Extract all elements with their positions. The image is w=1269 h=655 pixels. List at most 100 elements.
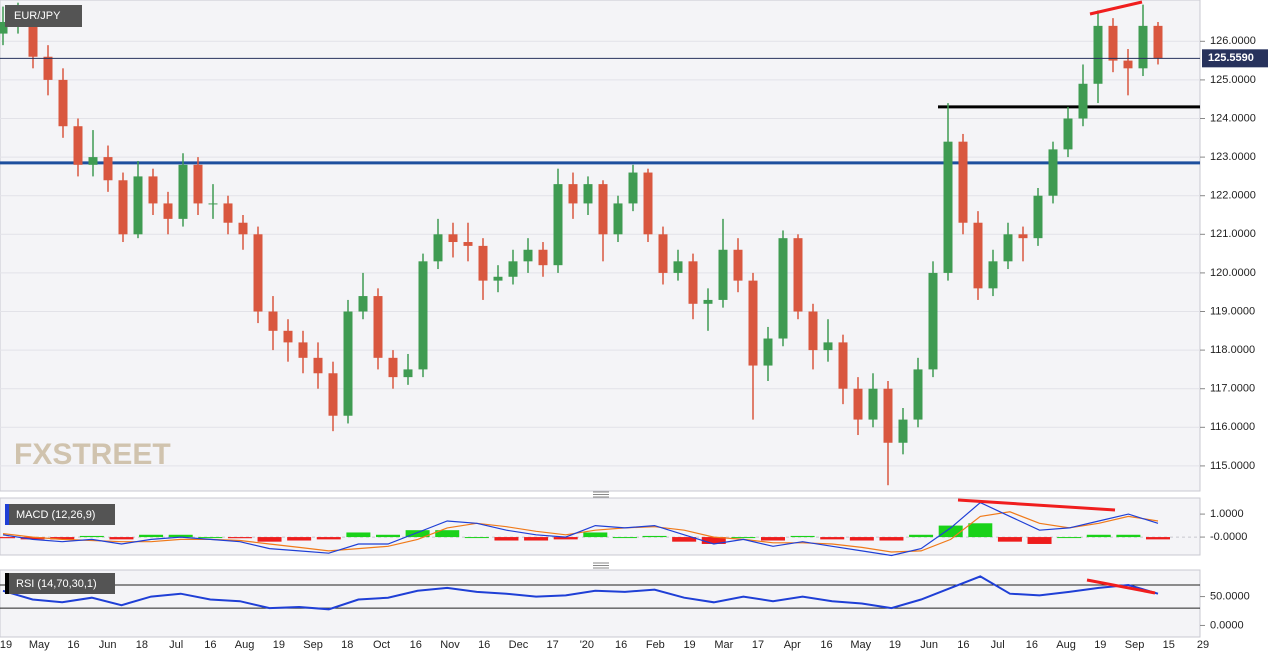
x-tick-label: 19 xyxy=(1094,639,1106,651)
candle-body xyxy=(793,238,803,312)
candle-body xyxy=(703,299,713,304)
candle-body xyxy=(43,56,53,80)
candle-body xyxy=(598,184,608,235)
candle-body xyxy=(628,172,638,204)
divergence-line xyxy=(1086,578,1156,595)
candle-body xyxy=(253,234,263,312)
histogram-bar xyxy=(494,537,519,541)
x-tick-label: Oct xyxy=(373,639,390,651)
x-tick-label: Jun xyxy=(920,639,938,651)
candle-body xyxy=(643,172,653,235)
x-tick-label: Aug xyxy=(1056,639,1076,651)
histogram-bar xyxy=(405,530,430,538)
candle-body xyxy=(808,311,818,351)
x-tick-label: 16 xyxy=(410,639,422,651)
rsi-panel xyxy=(0,569,1201,638)
candle-body xyxy=(1018,234,1028,239)
candle-body xyxy=(823,342,833,351)
candle-body xyxy=(298,342,308,358)
histogram-bar xyxy=(553,537,578,540)
candle-body xyxy=(853,388,863,420)
x-tick-label: 18 xyxy=(136,639,148,651)
y-tick-label: 120.0000 xyxy=(1210,267,1256,279)
candle-body xyxy=(283,330,293,343)
histogram-bar xyxy=(672,537,697,542)
title-marker xyxy=(5,573,9,594)
candle-body xyxy=(313,357,323,374)
candle-body xyxy=(1033,195,1043,239)
candle-body xyxy=(193,164,203,204)
divergence-line xyxy=(957,498,1116,512)
candle-body xyxy=(883,388,893,443)
candle-body xyxy=(328,373,338,416)
histogram-bar xyxy=(464,537,489,539)
histogram-bar xyxy=(612,537,637,539)
rsi-line xyxy=(2,575,1159,611)
candle-body xyxy=(388,357,398,378)
x-tick-label: Feb xyxy=(646,639,665,651)
candle-body xyxy=(1003,234,1013,262)
candle-body xyxy=(523,249,533,262)
x-tick-label: Mar xyxy=(714,639,733,651)
candle-body xyxy=(688,261,698,304)
y-tick-label: 123.0000 xyxy=(1210,151,1256,163)
signal-line xyxy=(2,511,1159,553)
candle-body xyxy=(673,261,683,273)
candle-body xyxy=(958,141,968,223)
x-tick-label: 19 xyxy=(683,639,695,651)
divergence-line xyxy=(1089,0,1143,16)
candle-body xyxy=(1048,149,1058,196)
histogram-bar xyxy=(879,537,904,541)
candle-body xyxy=(118,180,128,235)
candle-body xyxy=(943,141,953,273)
x-tick-label: Sep xyxy=(1125,639,1145,651)
candle-body xyxy=(1063,118,1073,150)
x-tick-label: 16 xyxy=(204,639,216,651)
candle-body xyxy=(28,14,38,57)
candle-body xyxy=(433,234,443,262)
candle-body xyxy=(73,126,83,165)
chart-title: EUR/JPY xyxy=(14,10,61,22)
candle-body xyxy=(1138,25,1148,69)
candle-body xyxy=(718,249,728,300)
candle-body xyxy=(268,311,278,331)
candle-body xyxy=(58,79,68,127)
histogram-bar xyxy=(287,537,312,541)
candle-body xyxy=(538,249,548,266)
candle-body xyxy=(403,369,413,378)
candle-body xyxy=(763,338,773,366)
panel-grip xyxy=(593,491,609,498)
histogram-bar xyxy=(20,537,45,540)
candle-body xyxy=(778,238,788,339)
x-tick-label: May xyxy=(29,639,50,651)
candle-body xyxy=(928,272,938,370)
candle-body xyxy=(163,203,173,219)
x-tick-label: May xyxy=(850,639,871,651)
y-tick-label: 117.0000 xyxy=(1210,383,1255,395)
candle-body xyxy=(913,369,923,420)
histogram-bar xyxy=(938,525,963,538)
candle-body xyxy=(418,261,428,370)
watermark: FXSTREET xyxy=(14,438,171,471)
last-price-label: 125.5590 xyxy=(1208,52,1254,64)
candle-body xyxy=(238,222,248,235)
x-tick-label: '20 xyxy=(580,639,594,651)
candle-body xyxy=(748,280,758,366)
histogram-bar xyxy=(968,523,993,538)
candle-body xyxy=(88,157,98,165)
x-tick-label: 16 xyxy=(957,639,969,651)
x-tick-label: 17 xyxy=(547,639,559,651)
macd-line xyxy=(2,501,1159,557)
x-tick-label: 19 xyxy=(889,639,901,651)
title-box xyxy=(5,504,115,525)
candle-body xyxy=(613,203,623,235)
histogram-bar xyxy=(0,537,15,539)
y-tick-label: 121.0000 xyxy=(1210,228,1256,240)
candle-body xyxy=(493,276,503,281)
x-tick-label: 15 xyxy=(1163,639,1175,651)
x-tick-label: 16 xyxy=(478,639,490,651)
histogram-bar xyxy=(1146,537,1170,540)
